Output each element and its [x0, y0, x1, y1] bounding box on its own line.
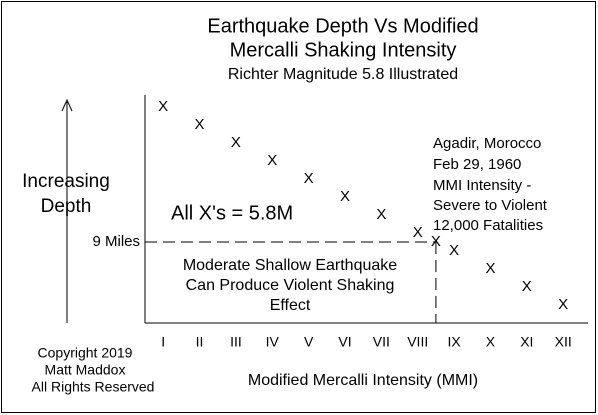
y-axis-label: Depth: [41, 196, 92, 217]
x-tick-label: VI: [338, 334, 351, 350]
x-marker: X: [340, 188, 350, 205]
x-marker: X: [431, 233, 441, 250]
reference-label: 9 Miles: [92, 233, 140, 250]
annotation: Severe to Violent: [433, 197, 548, 214]
x-marker: X: [376, 206, 386, 223]
x-tick-label: III: [230, 334, 242, 350]
y-axis-label: Increasing: [22, 171, 110, 192]
annotation: Effect: [270, 297, 311, 314]
x-tick-label: I: [161, 334, 165, 350]
x-tick-label: IX: [447, 334, 461, 350]
chart-title: Mercalli Shaking Intensity: [230, 39, 457, 61]
copyright: Copyright 2019: [38, 345, 133, 361]
x-marker: X: [267, 152, 277, 169]
x-marker: X: [195, 116, 205, 133]
x-tick-label: IV: [266, 334, 280, 350]
x-tick-label: II: [196, 334, 204, 350]
x-marker: X: [485, 260, 495, 277]
x-marker: X: [231, 134, 241, 151]
x-tick-label: V: [304, 334, 314, 350]
annotation: Can Produce Violent Shaking: [186, 277, 395, 294]
copyright: All Rights Reserved: [32, 379, 155, 395]
x-marker: X: [158, 98, 168, 115]
x-tick-label: VII: [373, 334, 390, 350]
x-tick-label: VIII: [407, 334, 428, 350]
chart-title: Earthquake Depth Vs Modified: [207, 15, 478, 37]
x-tick-label: XI: [520, 334, 533, 350]
x-marker: X: [522, 278, 532, 295]
x-marker: X: [558, 296, 568, 313]
x-axis-label: Modified Mercalli Intensity (MMI): [248, 372, 478, 389]
annotation: Agadir, Morocco: [433, 135, 541, 152]
x-marker: X: [449, 242, 459, 259]
annotation: 12,000 Fatalities: [433, 217, 543, 234]
x-marker: X: [304, 170, 314, 187]
annotation: Feb 29, 1960: [433, 156, 521, 173]
annotation: Moderate Shallow Earthquake: [183, 257, 397, 274]
x-marker: X: [413, 224, 423, 241]
x-tick-label: XII: [555, 334, 572, 350]
x-tick-label: X: [486, 334, 496, 350]
chart-subtitle: Richter Magnitude 5.8 Illustrated: [228, 66, 458, 83]
annotation: All X's = 5.8M: [171, 202, 293, 224]
arrow-head: [61, 98, 73, 112]
copyright: Matt Maddox: [45, 362, 126, 378]
annotation: MMI Intensity -: [433, 177, 531, 194]
